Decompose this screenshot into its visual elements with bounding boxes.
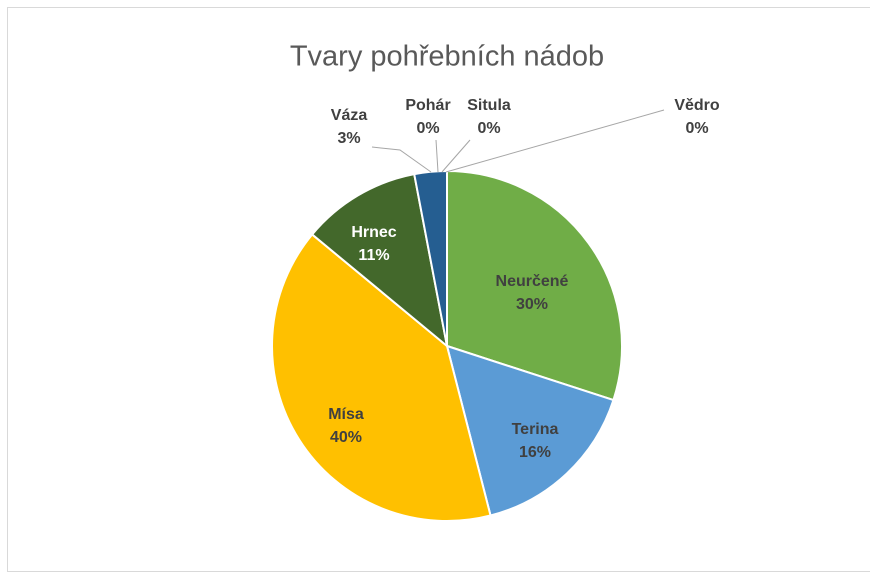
slice-value: 0%	[477, 120, 500, 137]
slice-value: 3%	[337, 130, 360, 147]
pie-slice	[445, 344, 615, 517]
slice-label: Hrnec	[351, 224, 396, 241]
leader-line	[435, 139, 439, 173]
pie-slice	[446, 169, 623, 402]
pie-slice	[310, 172, 449, 349]
slice-value: 0%	[685, 120, 708, 137]
slice-label: Mísa	[328, 406, 364, 423]
leader-line	[441, 139, 471, 173]
leader-line	[445, 109, 665, 173]
leader-line	[371, 146, 432, 173]
slice-value: 30%	[516, 296, 548, 313]
slice-label: Terina	[512, 421, 559, 438]
slice-value: 0%	[416, 120, 439, 137]
slice-value: 16%	[519, 444, 551, 461]
pie-slice	[271, 233, 492, 522]
slice-label: Situla	[467, 97, 511, 114]
slice-value: 40%	[330, 429, 362, 446]
chart-title: Tvary pohřebních nádob	[290, 41, 604, 73]
slice-label: Pohár	[405, 97, 450, 114]
slice-label: Váza	[331, 107, 368, 124]
slice-value: 11%	[358, 247, 389, 264]
slice-label: Vědro	[674, 97, 720, 114]
slice-label: Neurčené	[496, 273, 569, 290]
